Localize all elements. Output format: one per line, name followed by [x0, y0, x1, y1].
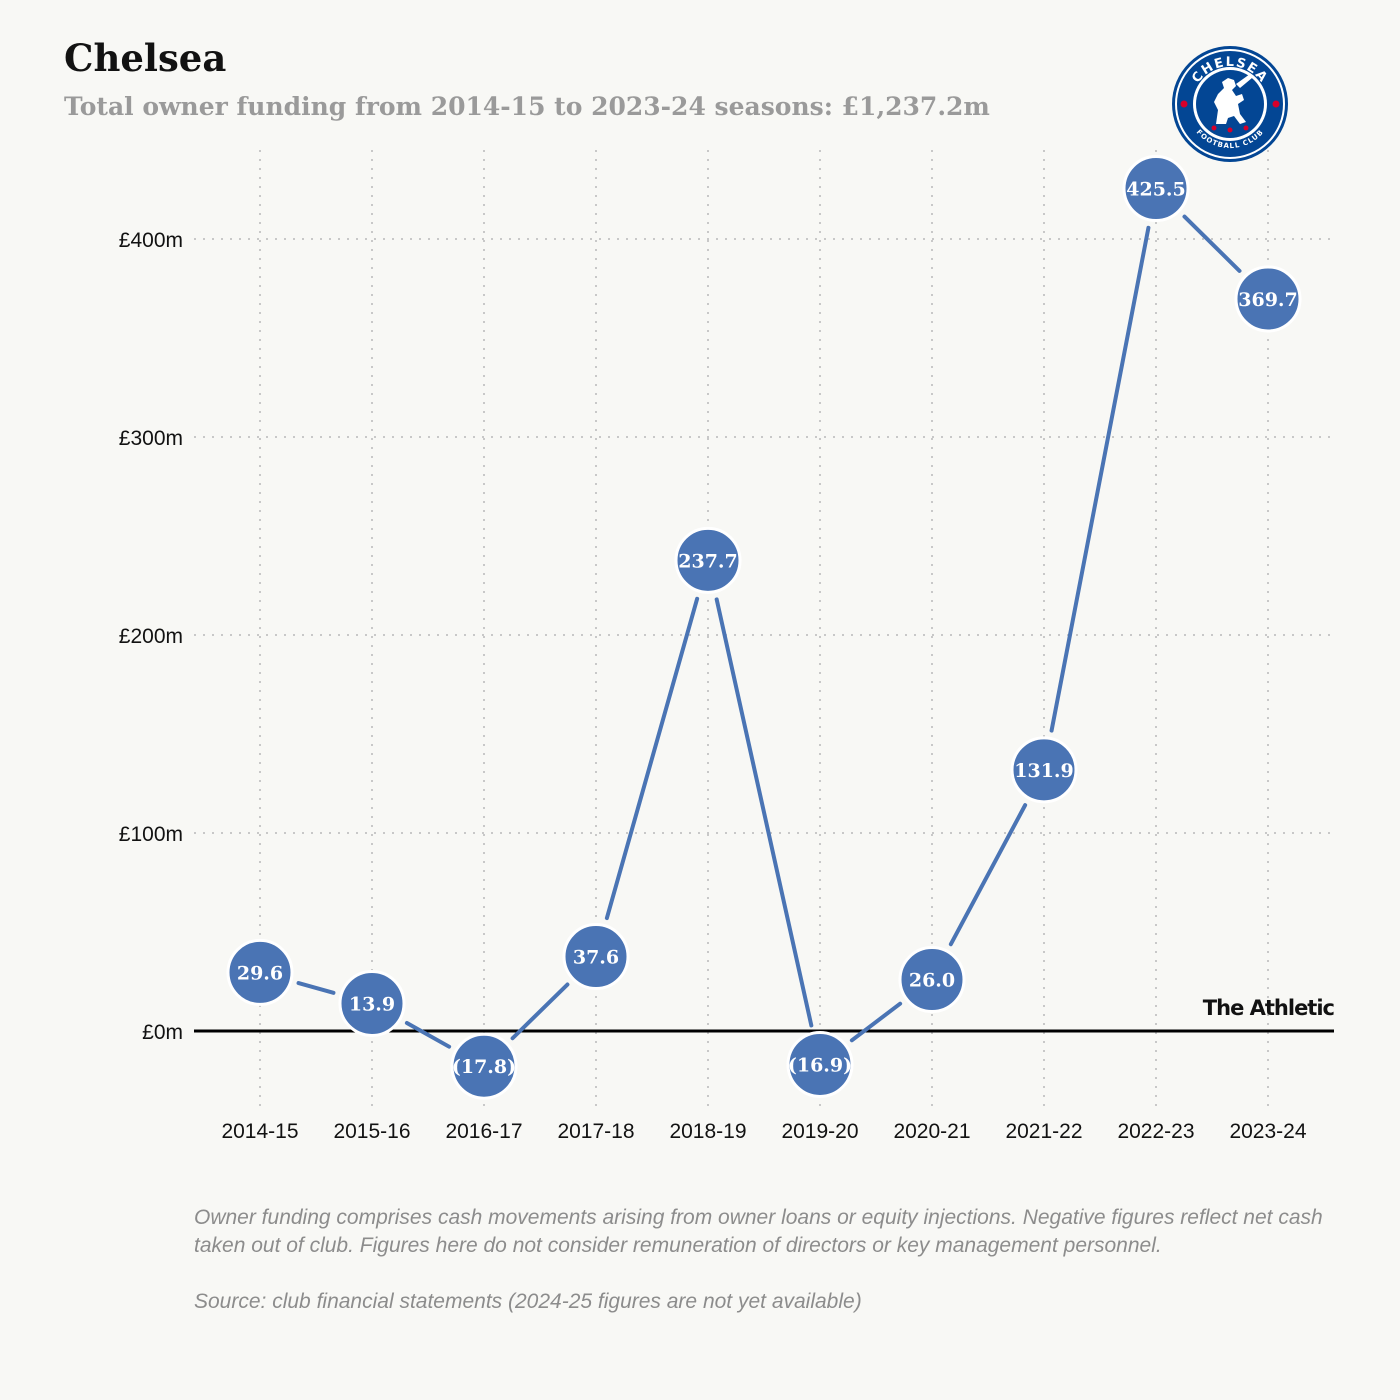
series-line-segment — [510, 982, 570, 1041]
y-tick-label: £200m — [119, 625, 183, 648]
line-chart: £0m £100m £200m £300m £400m 2014-15 2015-16 201… — [119, 150, 1334, 1143]
data-label: 26.0 — [909, 970, 955, 992]
data-label: 29.6 — [237, 962, 283, 984]
data-point[interactable] — [226, 938, 294, 1006]
chart-title: Chelsea — [64, 36, 227, 80]
data-label: (17.8) — [452, 1056, 516, 1078]
series-line-segment — [604, 596, 700, 921]
y-tick-label: £300m — [119, 427, 183, 450]
x-tick-label: 2017-18 — [557, 1120, 634, 1143]
x-tick-label: 2015-16 — [333, 1120, 410, 1143]
line-layer — [296, 214, 1242, 1049]
x-tick-label: 2023-24 — [1229, 1120, 1306, 1143]
series-line-segment — [404, 1021, 452, 1049]
data-label: 237.7 — [678, 550, 738, 572]
series-line-segment — [1049, 225, 1151, 733]
data-label: (16.9) — [788, 1054, 852, 1076]
data-label: 131.9 — [1014, 760, 1074, 782]
series-line-segment — [714, 597, 814, 1028]
y-tick-label: £100m — [119, 823, 183, 846]
series-line-segment — [1182, 214, 1242, 273]
data-point[interactable] — [674, 526, 742, 594]
grid-layer — [194, 150, 1334, 1108]
x-tick-label: 2016-17 — [445, 1120, 522, 1143]
series-line-segment — [948, 803, 1028, 947]
footnote-note: Owner funding comprises cash movements a… — [194, 1206, 1323, 1257]
data-point[interactable] — [1010, 736, 1078, 804]
x-tick-label: 2022-23 — [1117, 1120, 1194, 1143]
chart-subtitle: Total owner funding from 2014-15 to 2023… — [64, 92, 990, 121]
data-point[interactable] — [562, 923, 630, 991]
series-line-segment — [849, 1001, 903, 1043]
x-tick-label: 2019-20 — [781, 1120, 858, 1143]
x-tick-label: 2021-22 — [1005, 1120, 1082, 1143]
data-point[interactable] — [338, 969, 406, 1037]
chelsea-crest-icon: CHELSEA FOOTBALL CLUB — [1172, 46, 1288, 162]
data-label: 37.6 — [573, 947, 619, 969]
y-tick-label: £0m — [142, 1021, 183, 1044]
data-point[interactable] — [1122, 155, 1190, 223]
data-point[interactable] — [786, 1030, 854, 1098]
y-tick-label: £400m — [119, 229, 183, 252]
series-line-segment — [296, 981, 336, 995]
x-tick-label: 2020-21 — [893, 1120, 970, 1143]
data-label: 425.5 — [1126, 179, 1186, 201]
data-point[interactable] — [898, 946, 966, 1014]
brand-logo: The Athletic — [1202, 996, 1335, 1020]
point-layer: 29.6 13.9 (17.8) 37.6 237.7 (16.9) 26.0 131.9 42… — [226, 155, 1302, 1100]
x-tick-label: 2014-15 — [221, 1120, 298, 1143]
data-point[interactable] — [1234, 265, 1302, 333]
x-tick-label: 2018-19 — [669, 1120, 746, 1143]
data-label: 369.7 — [1238, 289, 1298, 311]
axis-layer: £0m £100m £200m £300m £400m 2014-15 2015-16 201… — [119, 229, 1334, 1143]
data-label: 13.9 — [349, 993, 395, 1015]
data-point[interactable] — [450, 1032, 518, 1100]
footnote-source: Source: club financial statements (2024-… — [194, 1290, 862, 1313]
